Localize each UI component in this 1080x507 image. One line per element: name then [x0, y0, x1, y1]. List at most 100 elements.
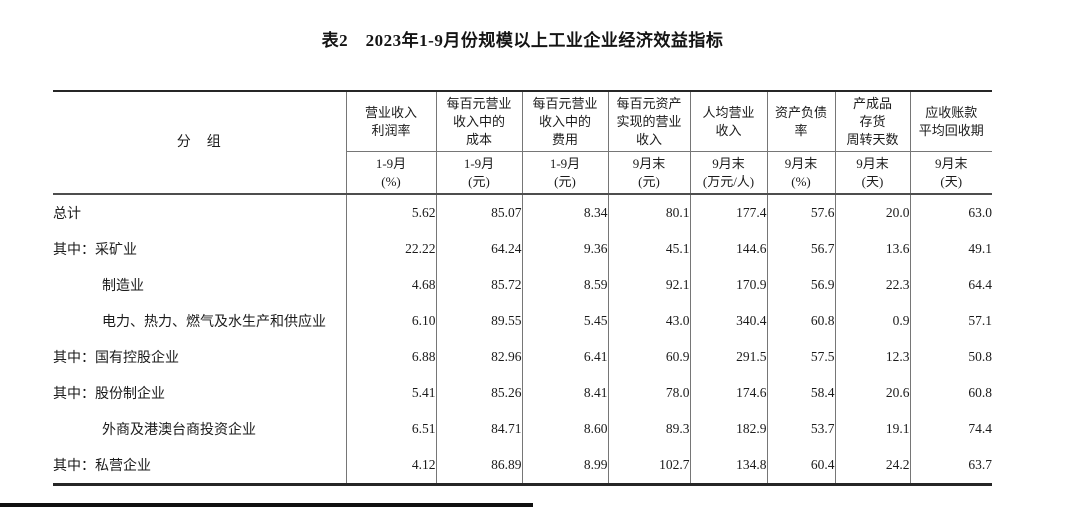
value-cell: 170.9: [690, 267, 768, 303]
row-label: 其中：私营企业: [53, 447, 347, 485]
value-cell: 53.7: [767, 411, 836, 447]
value-cell: 6.51: [346, 411, 437, 447]
row-label: 其中：国有控股企业: [53, 339, 347, 375]
value-cell: 134.8: [690, 447, 768, 485]
row-label: 总计: [53, 194, 347, 231]
value-cell: 144.6: [690, 231, 768, 267]
value-cell: 20.0: [835, 194, 911, 231]
row-label: 电力、热力、燃气及水生产和供应业: [53, 303, 347, 339]
value-cell: 85.72: [436, 267, 523, 303]
value-cell: 0.9: [835, 303, 911, 339]
value-cell: 174.6: [690, 375, 768, 411]
value-cell: 60.4: [767, 447, 836, 485]
header-row-main: 分 组营业收入 利润率 每百元营业 收入中的 成本 每百元营业 收入中的 费用 每百元资产 实现的…: [53, 91, 992, 195]
value-cell: 85.26: [436, 375, 523, 411]
value-cell: 5.45: [522, 303, 609, 339]
economic-indicators-table: 分 组营业收入 利润率 每百元营业 收入中的 成本 每百元营业 收入中的 费用 每百元资产 实现的…: [53, 90, 992, 486]
table-row: 总计 5.62 85.07 8.34 80.1 177.4 57.6 20.0 63.0: [53, 194, 992, 231]
value-cell: 92.1: [608, 267, 691, 303]
row-label: 制造业: [53, 267, 347, 303]
group-column-header: 分 组: [53, 91, 347, 195]
value-cell: 24.2: [835, 447, 911, 485]
value-cell: 6.41: [522, 339, 609, 375]
value-cell: 57.1: [968, 313, 992, 328]
value-cell: 291.5: [690, 339, 768, 375]
page-edge-artifact-line: [0, 503, 533, 507]
column-header: 营业收入 利润率: [346, 91, 437, 152]
value-cell: 56.7: [767, 231, 836, 267]
value-cell: 6.10: [346, 303, 437, 339]
value-cell: 43.0: [608, 303, 691, 339]
row-label: 其中：采矿业: [53, 231, 347, 267]
value-cell: 20.6: [835, 375, 911, 411]
value-cell: 82.96: [436, 339, 523, 375]
column-header: 人均营业 收入: [690, 91, 768, 152]
table-title: 表2 2023年1-9月份规模以上工业企业经济效益指标: [321, 31, 724, 50]
value-cell: 4.12: [346, 447, 437, 485]
value-cell: 64.24: [436, 231, 523, 267]
column-subheader: 9月末 (天): [835, 151, 911, 195]
value-cell: 8.60: [522, 411, 609, 447]
table-row: 其中：股份制企业 5.41 85.26 8.41 78.0 174.6 58.4 20.6 60…: [53, 375, 992, 411]
value-cell: 49.1: [968, 241, 992, 256]
column-header: 每百元营业 收入中的 成本: [436, 91, 523, 152]
value-cell: 5.41: [346, 375, 437, 411]
value-cell: 12.3: [835, 339, 911, 375]
value-cell: 45.1: [608, 231, 691, 267]
value-cell: 8.41: [522, 375, 609, 411]
column-subheader: 1-9月 (元): [522, 151, 609, 195]
value-cell: 80.1: [608, 194, 691, 231]
column-header: 产成品 存货 周转天数: [835, 91, 911, 152]
column-subheader: 9月末 (天): [910, 151, 992, 195]
value-cell: 89.55: [436, 303, 523, 339]
row-label: 其中：股份制企业: [53, 375, 347, 411]
value-cell: 340.4: [690, 303, 768, 339]
value-cell: 8.59: [522, 267, 609, 303]
value-cell: 57.5: [767, 339, 836, 375]
value-cell: 85.07: [436, 194, 523, 231]
value-cell: 64.4: [968, 277, 992, 292]
column-subheader: 9月末 (万元/人): [690, 151, 768, 195]
table-row: 外商及港澳台商投资企业 6.51 84.71 8.60 89.3 182.9 53.7 19.…: [53, 411, 992, 447]
value-cell: 22.22: [346, 231, 437, 267]
column-header: 每百元营业 收入中的 费用: [522, 91, 609, 152]
value-cell: 86.89: [436, 447, 523, 485]
value-cell: 63.7: [968, 457, 992, 472]
table-body: 总计 5.62 85.07 8.34 80.1 177.4 57.6 20.0 63.0 其中：采…: [53, 194, 992, 485]
value-cell: 5.62: [346, 194, 437, 231]
value-cell: 9.36: [522, 231, 609, 267]
table-row: 其中：私营企业 4.12 86.89 8.99 102.7 134.8 60.4 24.2 63…: [53, 447, 992, 485]
value-cell: 84.71: [436, 411, 523, 447]
value-cell: 60.8: [968, 385, 992, 400]
value-cell: 58.4: [767, 375, 836, 411]
column-subheader: 9月末 (元): [608, 151, 691, 195]
table-row: 制造业 4.68 85.72 8.59 92.1 170.9 56.9 22.3 64.4: [53, 267, 992, 303]
value-cell: 177.4: [690, 194, 768, 231]
value-cell: 4.68: [346, 267, 437, 303]
value-cell: 78.0: [608, 375, 691, 411]
value-cell: 13.6: [835, 231, 911, 267]
column-subheader: 1-9月 (元): [436, 151, 523, 195]
value-cell: 74.4: [968, 421, 992, 436]
value-cell: 56.9: [767, 267, 836, 303]
table-row: 其中：国有控股企业 6.88 82.96 6.41 60.9 291.5 57.5 12.3 5…: [53, 339, 992, 375]
column-subheader: 9月末 (%): [767, 151, 836, 195]
value-cell: 22.3: [835, 267, 911, 303]
table-row: 其中：采矿业 22.22 64.24 9.36 45.1 144.6 56.7 13.6 49.…: [53, 231, 992, 267]
column-subheader: 1-9月 (%): [346, 151, 437, 195]
value-cell: 182.9: [690, 411, 768, 447]
column-header: 每百元资产 实现的营业 收入: [608, 91, 691, 152]
value-cell: 57.6: [767, 194, 836, 231]
value-cell: 89.3: [608, 411, 691, 447]
table-header: 分 组营业收入 利润率 每百元营业 收入中的 成本 每百元营业 收入中的 费用 每百元资产 实现的…: [53, 91, 992, 195]
row-label: 外商及港澳台商投资企业: [53, 411, 347, 447]
value-cell: 60.9: [608, 339, 691, 375]
value-cell: 19.1: [835, 411, 911, 447]
value-cell: 6.88: [346, 339, 437, 375]
table-row: 电力、热力、燃气及水生产和供应业 6.10 89.55 5.45 43.0 340.4 60…: [53, 303, 992, 339]
value-cell: 102.7: [608, 447, 691, 485]
value-cell: 50.8: [968, 349, 992, 364]
value-cell: 60.8: [767, 303, 836, 339]
header-row-sub: 1-9月 (%) 1-9月 (元) 1-9月 (元) 9月末 (元) 9月末 (万元/人) 9月末(…: [53, 151, 992, 195]
